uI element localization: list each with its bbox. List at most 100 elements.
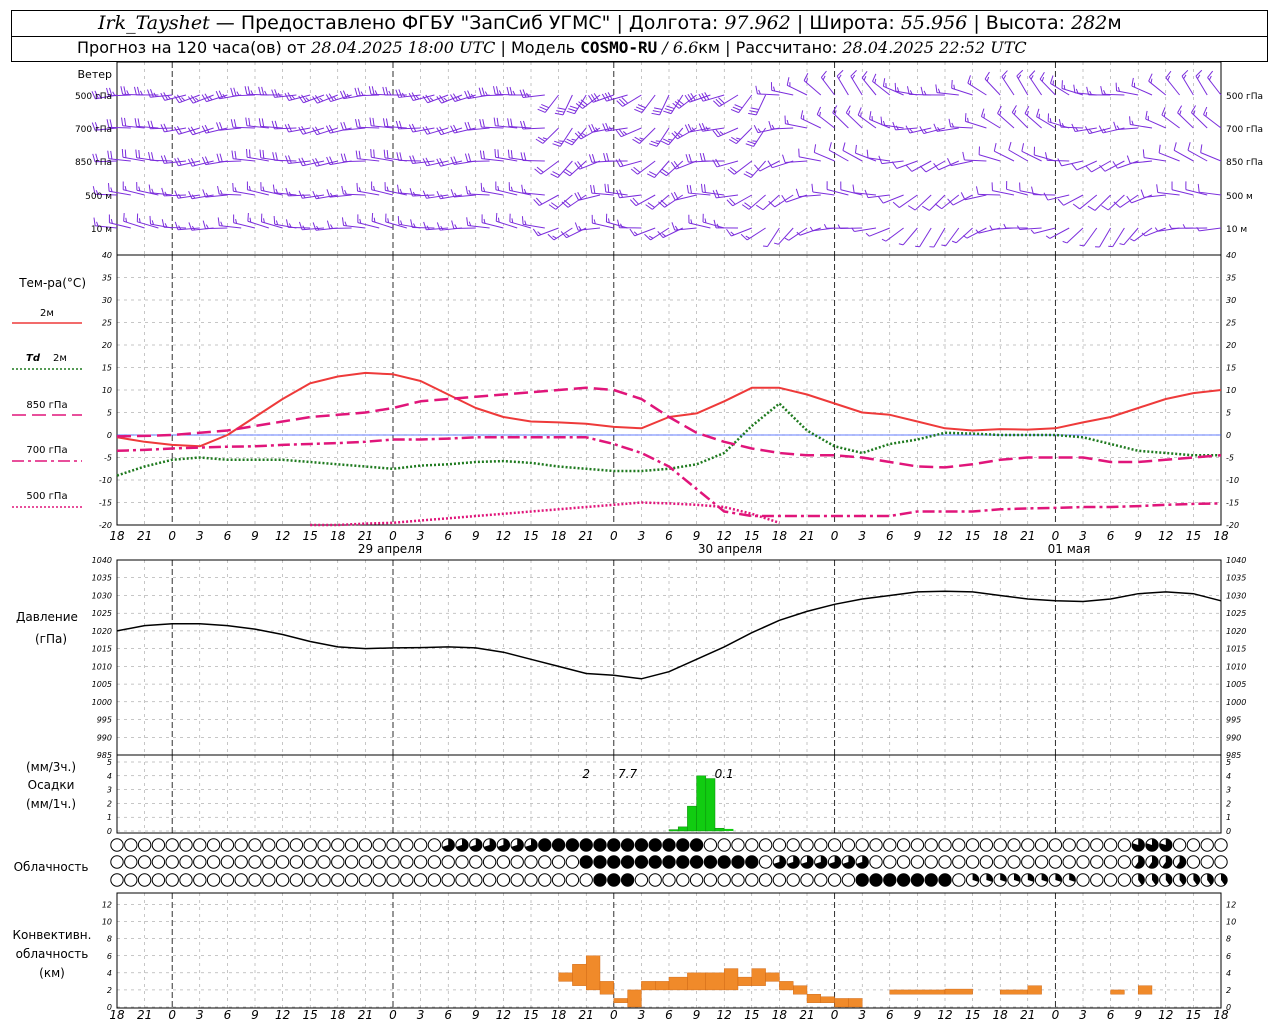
wind-barb-feather [301, 126, 307, 134]
wind-barb-shaft [1195, 75, 1208, 96]
wind-barb-feather [851, 74, 856, 80]
wind-barb-feather [248, 117, 251, 127]
wind-barb-feather [215, 90, 220, 99]
wind-barb-feather [273, 215, 276, 225]
wind-barb-shaft [385, 221, 407, 229]
wind-barb-feather [989, 225, 993, 230]
wind-barb-feather [174, 95, 180, 103]
conv-cloud-bar [655, 981, 670, 991]
wind-barb-feather [541, 103, 550, 109]
wind-barb-shaft [398, 127, 421, 130]
wind-barb-feather [315, 157, 320, 166]
wind-barb-shaft [261, 221, 283, 229]
cloud-cover-circle [344, 838, 359, 852]
wind-level-500hpa: 500 гПа [75, 92, 112, 102]
wind-barb-feather [288, 191, 292, 197]
wind-barb-shaft [95, 225, 118, 229]
wind-level-700hpa-right: 700 гПа [1226, 125, 1263, 135]
wind-barb-feather [247, 212, 249, 222]
wind-barb-shaft [1075, 127, 1097, 133]
wind-barb-feather [160, 124, 165, 133]
wind-barb-feather [422, 126, 428, 135]
wind-barb-feather [343, 121, 347, 131]
cloud-cover-fill [1179, 873, 1186, 885]
wind-barb-feather [687, 93, 693, 102]
temp-tick-left: -10 [99, 476, 112, 485]
wind-barb-feather [773, 86, 776, 92]
cloud-cover-circle [289, 838, 304, 852]
cloud-cover-fill [662, 855, 676, 869]
cloud-cover-circle [289, 855, 304, 869]
wind-barb-shaft [398, 94, 421, 98]
wind-barb-feather [301, 157, 306, 166]
wind-barb-feather [522, 120, 527, 129]
wind-barb-feather [231, 150, 234, 159]
temp-tick-left: 40 [102, 251, 112, 260]
wind-barb-feather [126, 90, 130, 95]
cloud-cover-circle [1103, 838, 1118, 852]
wind-barb-shaft [136, 125, 159, 129]
wind-barb-feather [343, 153, 347, 162]
legend-label-850: 850 гПа [26, 400, 67, 411]
wind-barb-feather [373, 185, 376, 191]
wind-barb-feather [190, 126, 196, 135]
wind-barb-shaft [1145, 118, 1167, 129]
wind-barb-shaft [178, 160, 200, 167]
cloud-cover-fill [1152, 873, 1159, 885]
wind-barb-feather [439, 126, 445, 135]
conv-cloud-bar [820, 996, 835, 1003]
wind-barb-feather [470, 93, 475, 98]
cloud-cover-fill [745, 855, 758, 869]
wind-barb-shaft [1066, 227, 1084, 244]
wind-barb-feather [1058, 119, 1062, 128]
wind-barb-shaft [788, 227, 808, 241]
wind-barb-feather [630, 168, 638, 175]
wind-barb-feather [358, 150, 361, 160]
wind-barb-feather [163, 92, 169, 100]
wind-barb-feather [712, 159, 718, 168]
wind-barb-shaft [509, 189, 532, 196]
wind-barb-feather [1057, 158, 1062, 167]
wind-barb-shaft [735, 127, 753, 144]
wind-barb-feather [164, 191, 168, 196]
wind-barb-shaft [899, 194, 918, 209]
wind-barb-shaft [454, 127, 476, 134]
wind-barb-feather [860, 112, 862, 117]
cloud-cover-circle [358, 838, 373, 852]
wind-barb-feather [1154, 227, 1159, 232]
wind-barb-feather [236, 91, 240, 96]
hour-tick-label: 12 [275, 529, 290, 543]
wind-barb-shaft [495, 156, 518, 162]
cloud-cover-circle [703, 838, 718, 852]
wind-barb-shaft [1203, 114, 1222, 129]
cloud-cover-circle [924, 838, 938, 852]
cloud-cover-fill [1176, 855, 1186, 869]
pressure-unit: (гПа) [35, 632, 67, 646]
cloud-cover-fill [972, 873, 979, 882]
cloud-cover-fill [1162, 855, 1173, 869]
wind-barb-feather [291, 95, 296, 100]
wind-barb-feather [325, 125, 331, 134]
wind-barb-feather [450, 125, 455, 134]
wind-barb-feather [633, 231, 638, 236]
wind-barb-shaft [316, 194, 338, 200]
wind-barb-feather [605, 122, 610, 131]
temp-tick-right: 5 [1226, 409, 1231, 418]
cloud-cover-fill [483, 838, 496, 852]
title-bar: Irk_Tayshet — Предоставлено ФГБУ "ЗапСиб… [11, 10, 1268, 37]
precip-bar [705, 778, 716, 832]
wind-barb-feather [153, 92, 157, 97]
wind-barb-shaft [606, 221, 628, 229]
wind-barb-feather [758, 89, 761, 95]
title-dash: — [215, 12, 235, 34]
wind-barb-feather [161, 187, 165, 196]
wind-barb-shaft [578, 194, 601, 201]
wind-barb-feather [729, 166, 737, 173]
wind-barb-feather [436, 127, 442, 135]
wind-barb-feather [148, 152, 151, 161]
cloud-cover-circle [137, 855, 152, 869]
wind-barb-feather [398, 89, 403, 98]
wind-barb-feather [661, 233, 667, 237]
cloud-cover-circle [275, 873, 290, 887]
